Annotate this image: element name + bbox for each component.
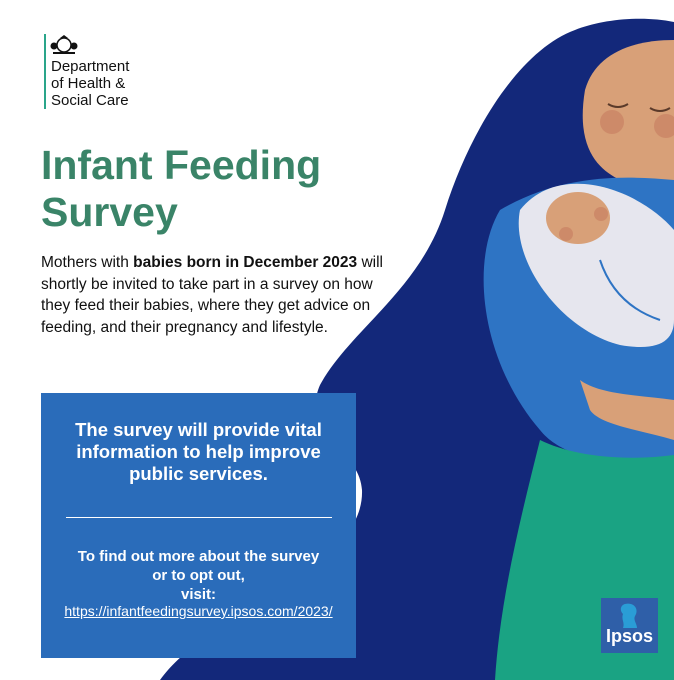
org-name: Department of Health & Social Care [44,34,129,109]
cta-line: or to opt out, [152,567,245,584]
intro: Mothers with babies born in December 202… [41,252,391,338]
org-line: Social Care [51,92,129,109]
logo-mark [620,603,637,628]
cta-line: visit: [180,586,216,603]
intro-bold: babies born in December 2023 [133,254,358,271]
crest [50,35,78,54]
org-line: of Health & [51,75,126,92]
title-line: Infant Feeding [41,142,322,188]
intro-text: Mothers with [41,254,134,271]
title-line: Survey [41,189,178,235]
intro-text: will shortly be invited to take part in … [41,254,383,336]
logo-text: Ipsos [606,626,654,646]
title: Infant Feeding Survey [41,142,321,236]
org-line: Department [51,58,130,75]
ipsos-logo: Ipsos [601,598,658,653]
cta-line: To find out more about the survey [77,548,320,565]
divider [66,517,332,518]
info-box: The survey will provide vital informatio… [41,393,356,658]
survey-link[interactable]: https://infantfeedingsurvey.ipsos.com/20… [64,603,333,619]
cta: To find out more about the survey or to … [41,547,356,604]
box-headline: The survey will provide vital informatio… [75,419,322,484]
